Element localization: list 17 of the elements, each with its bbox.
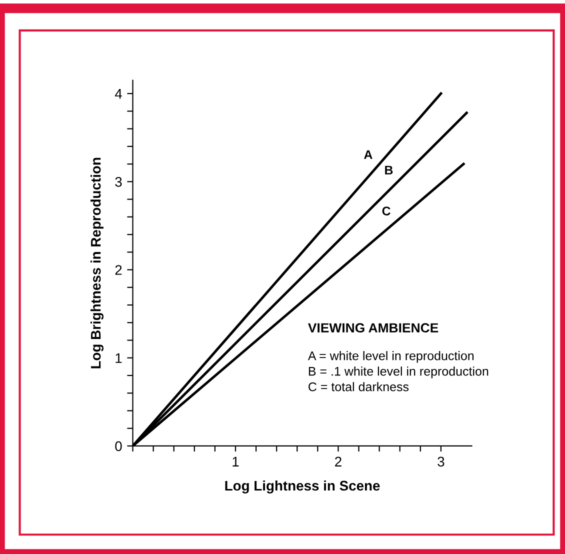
annotation: B = .1 white level in reproduction: [308, 366, 488, 378]
x-tick-label: 2: [335, 456, 342, 466]
y-axis-title: Log Brightness in Reproduction: [90, 158, 104, 368]
series-label: B: [385, 166, 393, 174]
annotation: A = white level in reproduction: [308, 351, 474, 363]
y-tick-label: 3: [115, 176, 122, 187]
y-tick-label: 2: [115, 265, 122, 275]
series-label: A: [364, 150, 372, 159]
annotation: VIEWING AMBIENCE: [308, 323, 438, 333]
series-label: C: [382, 206, 390, 216]
y-tick-label: 1: [116, 353, 122, 363]
annotation: C = total darkness: [308, 382, 409, 392]
y-tick-label: 4: [114, 89, 122, 99]
x-tick-label: 1: [232, 456, 239, 466]
y-tick-label: 0: [115, 441, 122, 452]
x-tick-label: 3: [438, 456, 444, 467]
x-axis-title: Log Lightness in Scene: [225, 480, 380, 494]
